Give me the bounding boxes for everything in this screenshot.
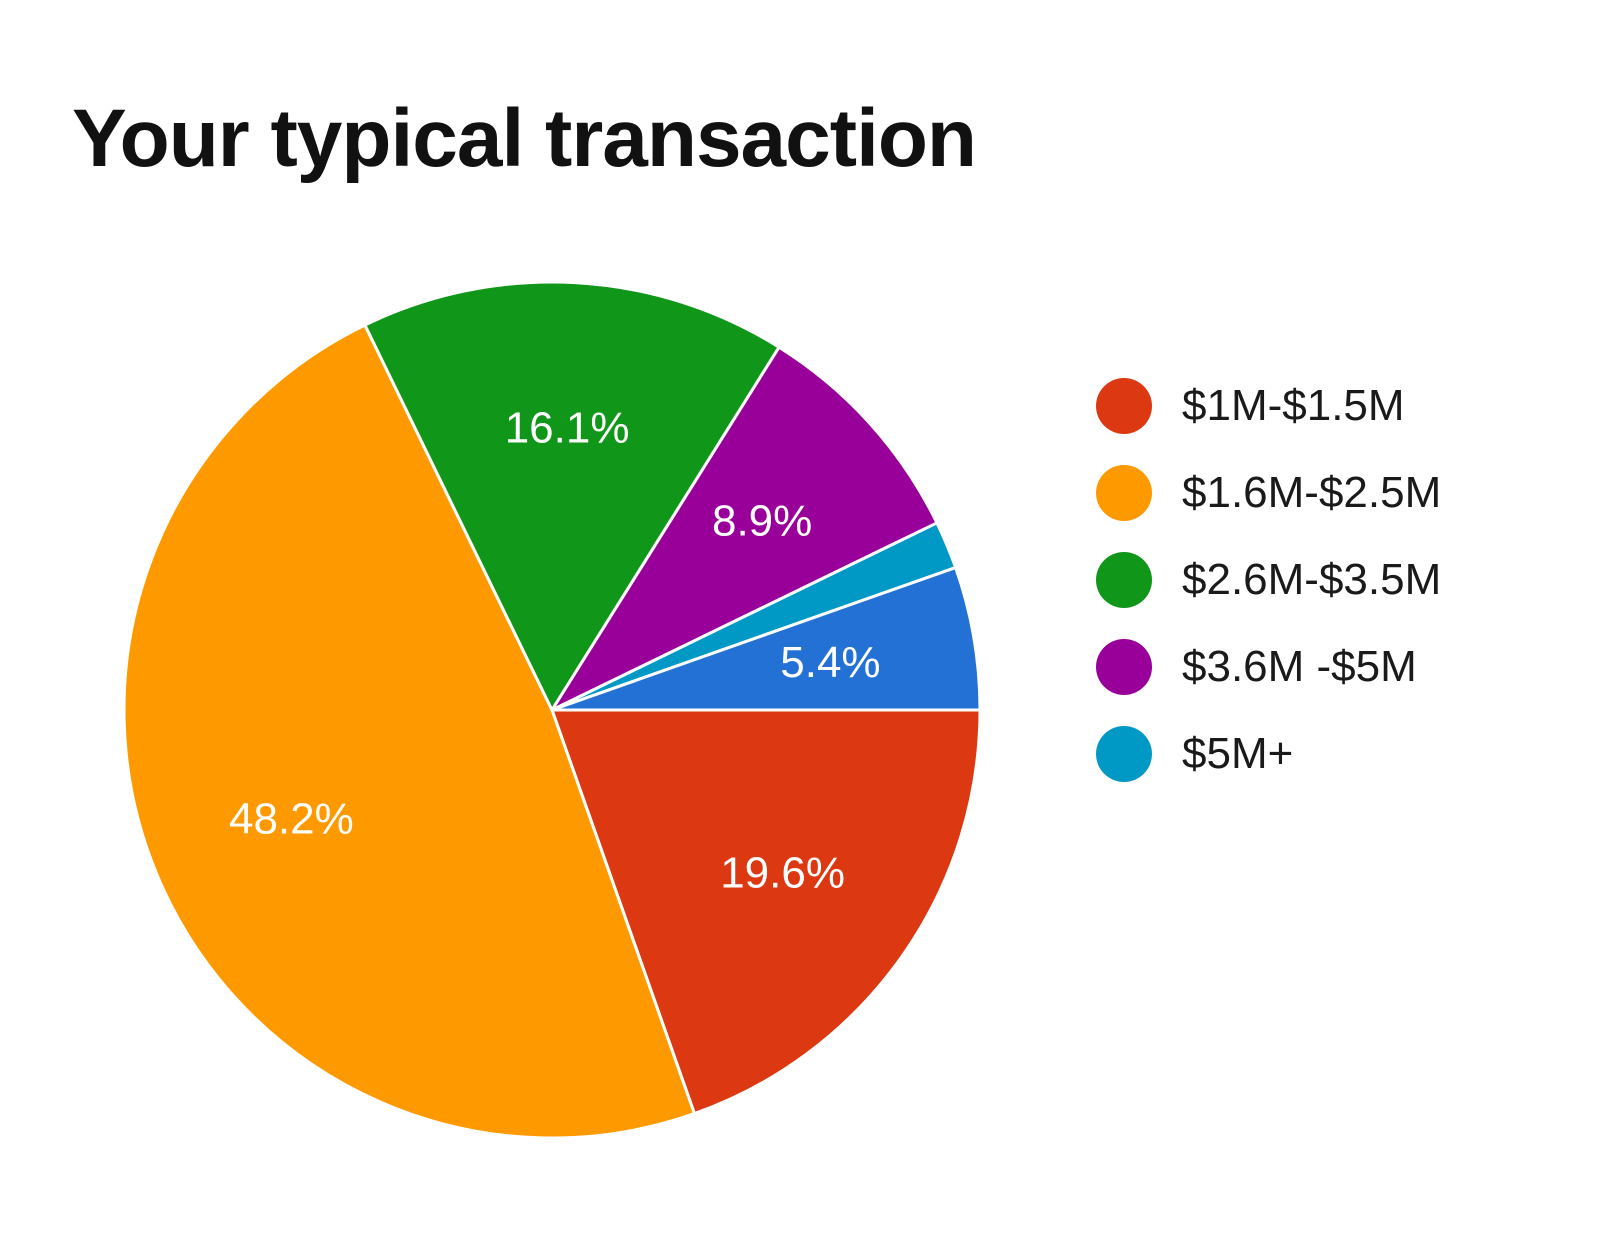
pie-slice-1-6m-2-5m xyxy=(122,323,696,1140)
pie-slice-label-3-6m-5m: 8.9% xyxy=(712,497,812,546)
legend-item-2-6m-3-5m: $2.6M-$3.5M xyxy=(1096,536,1441,623)
pie-slice-series-6 xyxy=(550,566,982,712)
pie-slice-label-1m-1-5m: 19.6% xyxy=(720,849,845,898)
legend-item-1-6m-2-5m: $1.6M-$2.5M xyxy=(1096,449,1441,536)
legend-swatch xyxy=(1096,725,1152,782)
chart-title: Your typical transaction xyxy=(72,93,977,184)
pie-slice-label-series-6: 5.4% xyxy=(780,638,880,687)
legend-label: $3.6M -$5M xyxy=(1182,641,1417,691)
legend-item-3-6m-5m: $3.6M -$5M xyxy=(1096,623,1441,710)
legend-swatch xyxy=(1096,638,1152,695)
legend-swatch xyxy=(1096,551,1152,608)
legend-label: $2.6M-$3.5M xyxy=(1182,554,1442,604)
legend-label: $5M+ xyxy=(1182,728,1294,778)
legend-label: $1M-$1.5M xyxy=(1182,380,1405,430)
legend-item-1m-1-5m: $1M-$1.5M xyxy=(1096,362,1441,449)
legend-swatch xyxy=(1096,377,1152,434)
pie-slice-3-6m-5m xyxy=(550,345,939,712)
legend: $1M-$1.5M $1.6M-$2.5M $2.6M-$3.5M $3.6M -$5… xyxy=(1096,362,1441,797)
pie-slice-label-2-6m-3-5m: 16.1% xyxy=(505,403,630,452)
pie-slices xyxy=(122,280,982,1140)
pie-slice-2-6m-3-5m xyxy=(363,280,781,712)
pie-slice-label-1-6m-2-5m: 48.2% xyxy=(229,794,354,843)
pie-slice-labels: 19.6% 48.2% 16.1% 8.9% 5.4% xyxy=(229,403,881,897)
legend-item-5m: $5M+ xyxy=(1096,710,1441,797)
legend-label: $1.6M-$2.5M xyxy=(1182,467,1442,517)
legend-swatch xyxy=(1096,464,1152,521)
